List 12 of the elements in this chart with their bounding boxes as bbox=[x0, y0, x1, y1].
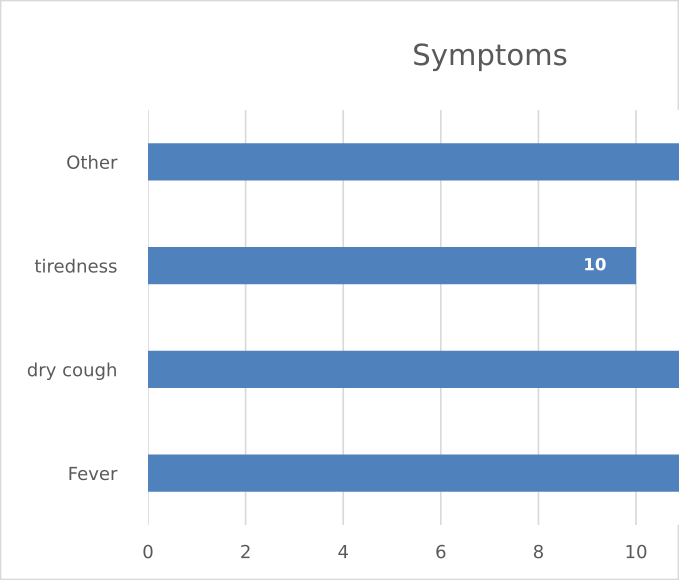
y-tick-label: dry cough bbox=[28, 362, 116, 380]
x-tick-label: 10 bbox=[626, 544, 646, 558]
x-tick-label: 0 bbox=[143, 544, 153, 558]
x-tick-label: 2 bbox=[241, 544, 250, 558]
y-tick-label: tiredness bbox=[34, 258, 117, 273]
chart-title: Symptoms bbox=[414, 43, 566, 72]
y-tick-label: Other bbox=[67, 155, 118, 169]
x-tick-label: 4 bbox=[338, 545, 348, 558]
data-label: 10 bbox=[585, 258, 606, 270]
x-tick-label: 8 bbox=[534, 544, 543, 558]
x-tick-label: 6 bbox=[436, 544, 446, 558]
y-tick-label: Fever bbox=[69, 466, 118, 480]
